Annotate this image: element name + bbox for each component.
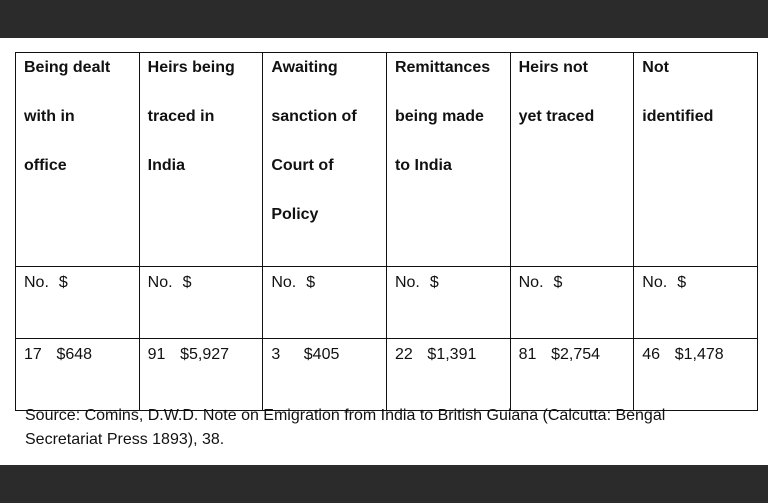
source-citation: Source: Comins, D.W.D. Note on Emigratio… [25,404,760,452]
header-line: Heirs being [147,59,235,76]
units-cell: No. $ [385,266,511,339]
header-line: office [24,157,67,174]
source-line: Secretariat Press 1893), 38. [25,431,225,448]
header-line: with in [24,108,75,125]
unit-amount-label: $ [553,274,563,291]
header-cell-remittances: Remittances being made to India [385,52,511,267]
amount-value: $405 [303,346,340,363]
remittance-table: Being dealt with in office Heirs being t… [15,52,758,411]
header-line: identified [642,108,714,125]
source-line: Source: Comins, D.W.D. Note on Emigratio… [25,407,666,424]
header-cell-awaiting-sanction: Awaiting sanction of Court of Policy [262,52,387,267]
unit-count-label: No. [394,274,420,291]
amount-value: $648 [56,346,93,363]
count-value: 46 [642,346,661,363]
units-cell: No. $ [138,266,264,339]
amount-value: $1,478 [674,346,724,363]
unit-count-label: No. [642,274,668,291]
value-cell: 17 $648 [15,338,140,411]
header-line: Not [642,59,669,76]
unit-amount-label: $ [182,274,192,291]
table-header-row: Being dealt with in office Heirs being t… [15,52,758,267]
count-value: 22 [394,346,413,363]
value-cell: 81 $2,754 [509,338,635,411]
header-line: India [147,157,185,174]
unit-count-label: No. [271,274,297,291]
unit-count-label: No. [147,274,173,291]
header-line: Remittances [394,59,491,76]
document-page: Being dealt with in office Heirs being t… [0,38,768,465]
count-value: 81 [518,346,537,363]
count-value: 17 [24,346,42,363]
header-cell-heirs-being-traced: Heirs being traced in India [138,52,264,267]
units-cell: No. $ [262,266,387,339]
header-line: Awaiting [271,59,338,76]
value-cell: 3 $405 [262,338,387,411]
units-cell: No. $ [15,266,140,339]
amount-value: $1,391 [427,346,477,363]
value-cell: 46 $1,478 [633,338,758,411]
amount-value: $2,754 [551,346,601,363]
header-line: being made [394,108,484,125]
header-line: sanction of [271,108,357,125]
header-line: Being dealt [24,59,111,76]
unit-amount-label: $ [677,274,687,291]
unit-count-label: No. [24,274,49,291]
values-row: 17 $648 91 $5,927 3 $405 22 $1,391 81 $2… [15,338,758,411]
header-cell-not-identified: Not identified [633,52,758,267]
unit-amount-label: $ [58,274,68,291]
units-row: No. $ No. $ No. $ No. $ No. $ No. $ [15,266,758,339]
value-cell: 91 $5,927 [138,338,264,411]
unit-count-label: No. [518,274,544,291]
amount-value: $5,927 [180,346,230,363]
header-cell-being-dealt-with: Being dealt with in office [15,52,140,267]
unit-amount-label: $ [306,274,316,291]
header-line: to India [394,157,452,174]
header-line: traced in [147,108,215,125]
header-line: Policy [271,206,319,223]
units-cell: No. $ [509,266,635,339]
header-cell-heirs-not-traced: Heirs not yet traced [509,52,635,267]
header-line: Heirs not [518,59,588,76]
header-line: Court of [271,157,334,174]
unit-amount-label: $ [429,274,439,291]
units-cell: No. $ [633,266,758,339]
header-line: yet traced [518,108,595,125]
count-value: 3 [271,346,281,363]
count-value: 91 [147,346,166,363]
value-cell: 22 $1,391 [385,338,511,411]
